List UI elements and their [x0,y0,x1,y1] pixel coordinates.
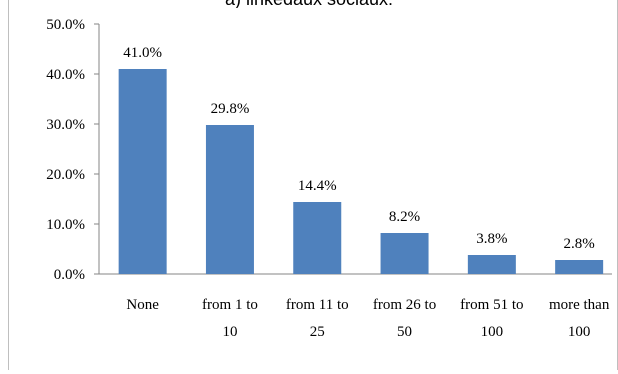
data-labels: 41.0% 29.8% 14.4% 8.2% 3.8% 2.8% [123,45,595,252]
bar [467,255,516,274]
data-label: 41.0% [123,45,162,61]
category-label: from 11 to [286,297,349,313]
y-axis: 0.0% 10.0% 20.0% 30.0% 40.0% 50.0% [46,17,100,283]
category-label: 10 [222,324,237,340]
bar [293,202,342,274]
data-label: 14.4% [298,178,337,194]
y-tick-label: 50.0% [46,17,85,33]
category-labels: None from 1 to 10 from 11 to 25 from 26 to 50 f… [126,297,609,340]
category-label: 100 [568,324,591,340]
bar [205,125,254,274]
category-label: from 51 to [460,297,523,313]
y-tick-label: 30.0% [46,117,85,133]
category-label: from 26 to [373,297,436,313]
bar [118,69,167,274]
y-tick-label: 20.0% [46,167,85,183]
category-label: from 1 to [202,297,258,313]
data-label: 3.8% [476,231,507,247]
category-label: 100 [481,324,504,340]
bars [118,69,604,274]
y-tick-label: 0.0% [54,267,85,283]
category-label: None [126,297,159,313]
chart-title: a) linkedaux sociaux: [0,0,618,8]
y-tick-label: 40.0% [46,67,85,83]
bar [555,260,604,274]
category-label: 50 [397,324,412,340]
chart-title-clip: a) linkedaux sociaux: [0,0,618,8]
category-label: more than [549,297,610,313]
data-label: 8.2% [389,209,420,225]
data-label: 29.8% [211,101,250,117]
category-label: 25 [310,324,325,340]
data-label: 2.8% [564,236,595,252]
bar [380,233,429,274]
y-tick-label: 10.0% [46,217,85,233]
